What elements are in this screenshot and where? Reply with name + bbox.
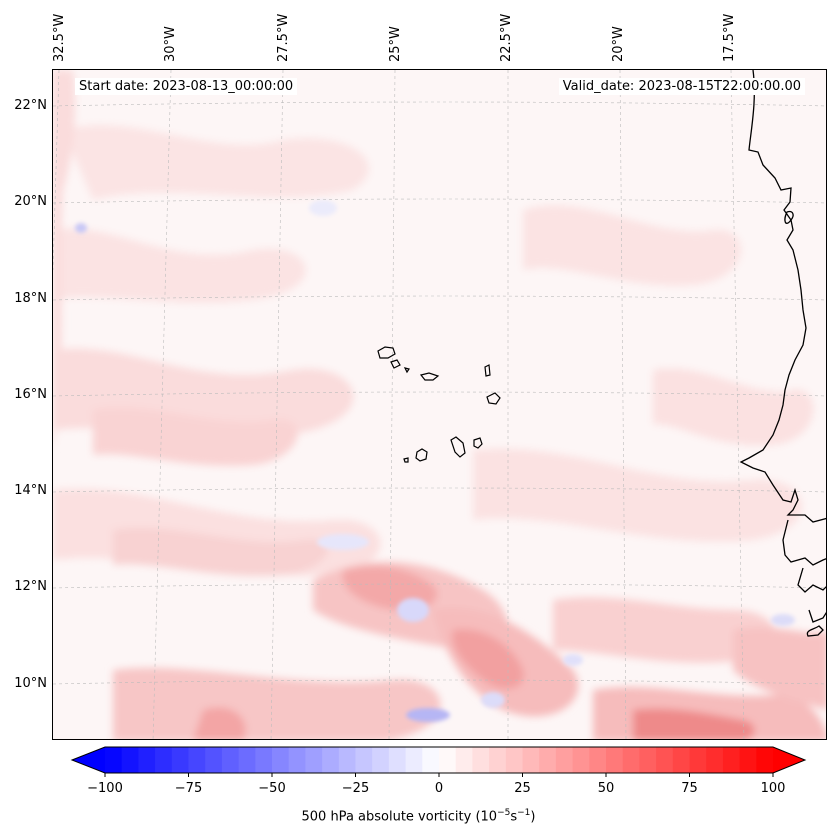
lon-label-32-5w: 32.5°W (52, 13, 67, 62)
colorbar-step (489, 747, 507, 773)
colorbar-tick-label: −75 (174, 781, 203, 796)
colorbar-step (672, 747, 691, 773)
vorticity-map (53, 70, 826, 739)
lat-label-18n: 18°N (14, 291, 47, 306)
lat-label-22n: 22°N (14, 98, 47, 113)
colorbar-step (756, 747, 774, 773)
colorbar-step (322, 747, 340, 773)
colorbar-step (572, 747, 590, 773)
colorbar-tick-label: −50 (258, 781, 286, 796)
colorbar-label-exp2: −1 (517, 808, 531, 818)
colorbar-step (388, 747, 407, 773)
colorbar-step (338, 747, 357, 773)
colorbar-step (188, 747, 206, 773)
colorbar-step (255, 747, 273, 773)
colorbar-label-exp1: −5 (497, 808, 511, 818)
lat-label-14n: 14°N (14, 483, 47, 498)
colorbar-step (505, 747, 524, 773)
colorbar-step (606, 747, 624, 773)
cape-verde-islands (377, 346, 501, 463)
colorbar-step (706, 747, 724, 773)
vorticity-field (53, 70, 826, 739)
colorbar-step (272, 747, 290, 773)
colorbar-step (739, 747, 757, 773)
colorbar-step (539, 747, 557, 773)
colorbar-extend-min (72, 747, 105, 773)
colorbar-step (138, 747, 156, 773)
colorbar-step (656, 747, 674, 773)
colorbar-label: 500 hPa absolute vorticity (10−5s−1) (0, 808, 837, 824)
colorbar-step (288, 747, 306, 773)
map-panel (52, 69, 827, 740)
colorbar-step (522, 747, 540, 773)
colorbar-step (155, 747, 173, 773)
colorbar-tick-label: 50 (597, 781, 615, 796)
lon-label-27-5w: 27.5°W (276, 13, 291, 62)
colorbar-step (689, 747, 707, 773)
colorbar-step (439, 747, 457, 773)
negative-vorticity-patches (75, 200, 795, 722)
colorbar-step (472, 747, 490, 773)
lat-label-12n: 12°N (14, 579, 47, 594)
colorbar-step (238, 747, 256, 773)
lon-label-17-5w: 17.5°W (722, 13, 737, 62)
colorbar-label-text: 500 hPa absolute vorticity (10 (301, 809, 498, 825)
colorbar-label-mid: s (510, 809, 518, 825)
colorbar-step (589, 747, 607, 773)
colorbar-step (205, 747, 223, 773)
valid-date-label: Valid_date: 2023-08-15T22:00:00.00 (558, 78, 805, 95)
lat-label-20n: 20°N (14, 194, 47, 209)
colorbar-tick-label: −100 (87, 781, 123, 796)
colorbar-step (405, 747, 423, 773)
colorbar-step (555, 747, 574, 773)
lon-label-25w: 25°W (388, 26, 403, 62)
colorbar-step (372, 747, 390, 773)
colorbar-steps (105, 747, 774, 773)
colorbar-step (305, 747, 323, 773)
colorbar-tick-label: 25 (514, 781, 531, 796)
colorbar-tick-label: 75 (681, 781, 698, 796)
colorbar-step (422, 747, 440, 773)
colorbar-step (355, 747, 373, 773)
lon-label-20w: 20°W (611, 26, 626, 62)
colorbar-step (455, 747, 473, 773)
colorbar-step (622, 747, 640, 773)
lat-label-16n: 16°N (14, 387, 47, 402)
colorbar-step (639, 747, 657, 773)
colorbar-tick-label: −25 (341, 781, 370, 796)
colorbar-step (722, 747, 741, 773)
lat-label-10n: 10°N (14, 676, 47, 691)
coastline (739, 70, 826, 637)
colorbar-step (121, 747, 139, 773)
colorbar-extend-max (773, 747, 805, 773)
colorbar (70, 746, 807, 777)
graticule (53, 70, 826, 739)
lon-label-22-5w: 22.5°W (499, 13, 514, 62)
colorbar-tick-label: 100 (760, 781, 786, 796)
colorbar-step (221, 747, 240, 773)
colorbar-step (171, 747, 190, 773)
colorbar-tick-label: 0 (434, 781, 444, 796)
colorbar-label-end: ) (530, 809, 536, 825)
colorbar-step (105, 747, 123, 773)
start-date-label: Start date: 2023-08-13_00:00:00 (75, 78, 298, 95)
lon-label-30w: 30°W (163, 26, 178, 62)
